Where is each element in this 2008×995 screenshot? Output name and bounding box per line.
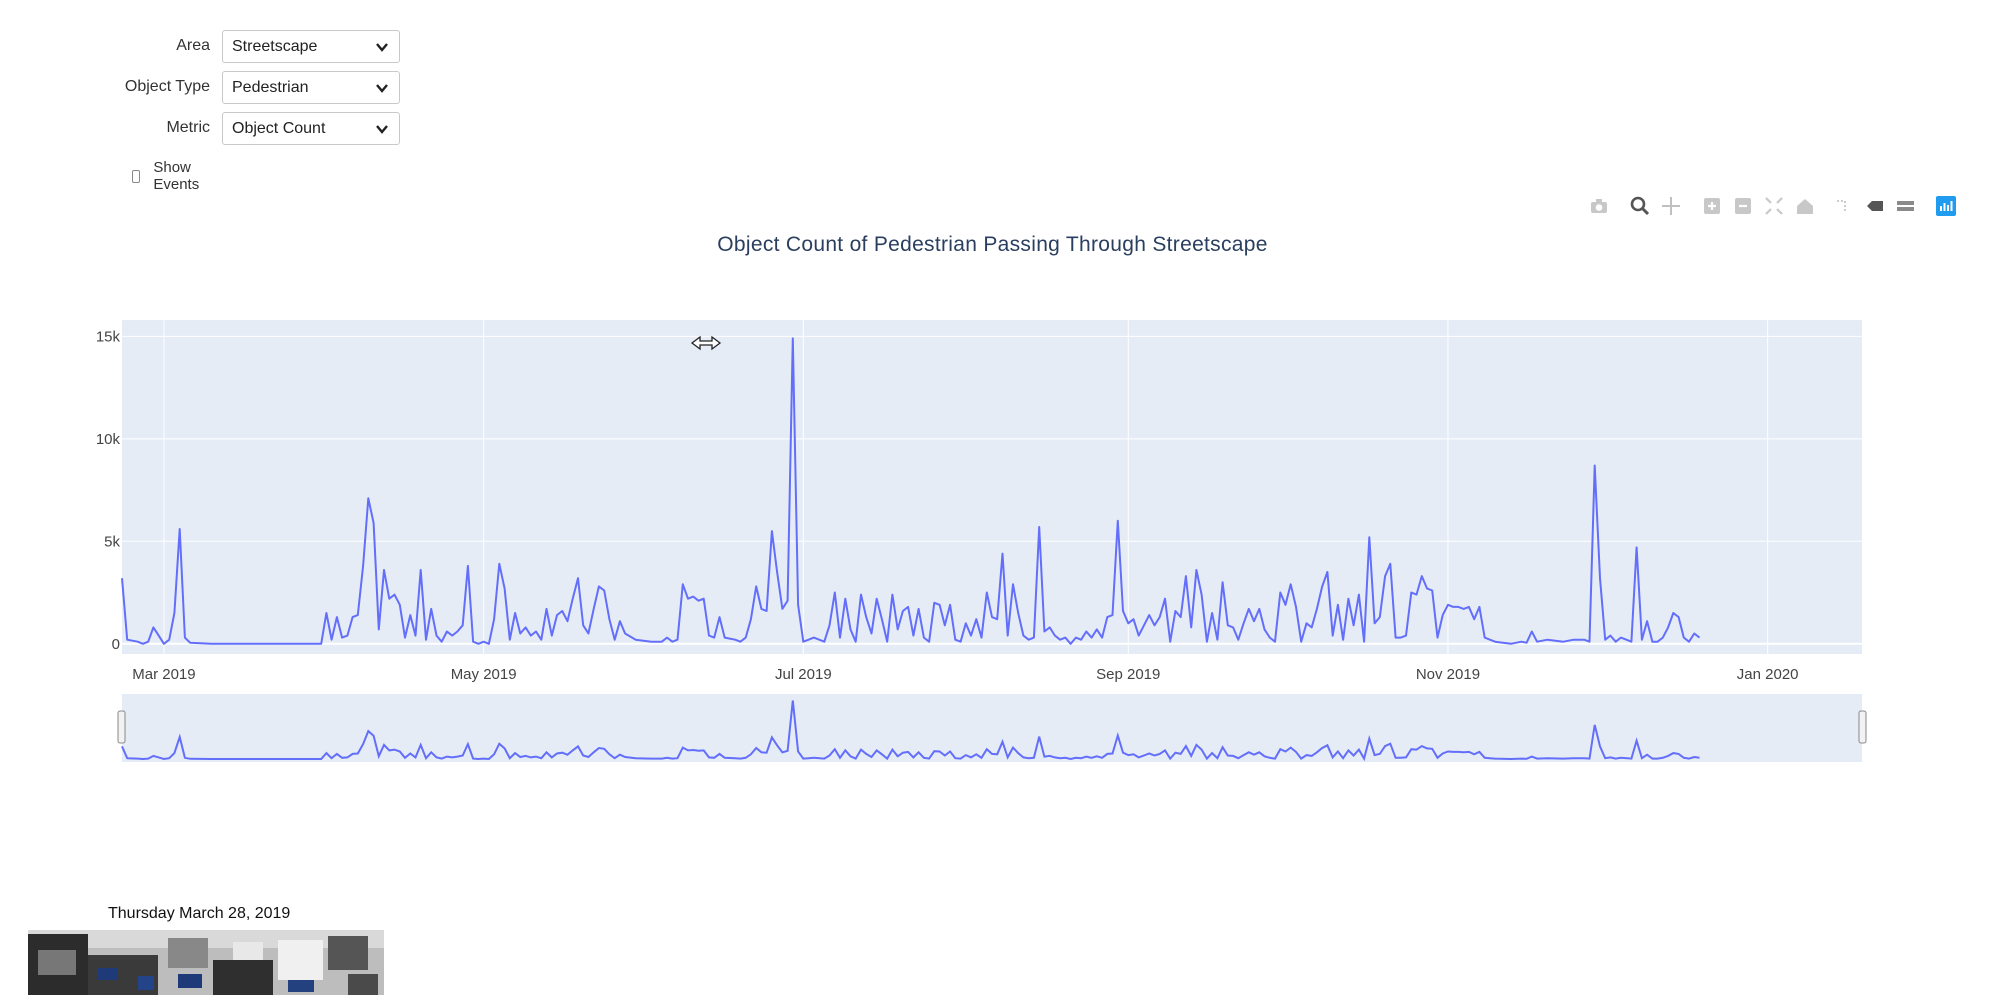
y-tick-label: 10k (96, 431, 121, 448)
resize-cursor-icon (690, 335, 722, 351)
zoom-in-icon[interactable] (1701, 195, 1723, 217)
show-events-checkbox[interactable] (132, 169, 141, 183)
x-tick-label: Jul 2019 (775, 666, 832, 683)
area-label: Area (176, 37, 210, 54)
pan-icon[interactable] (1660, 195, 1682, 217)
object-type-label: Object Type (124, 78, 210, 95)
metric-select[interactable]: Object Count (222, 112, 400, 145)
hover-closest-icon[interactable] (1863, 195, 1885, 217)
rangeslider-left-handle[interactable] (117, 710, 126, 744)
snapshot-date: Thursday March 28, 2019 (108, 905, 291, 922)
rangeslider-line (121, 700, 1700, 762)
y-tick-label: 5k (104, 533, 120, 550)
chevron-down-icon (376, 125, 388, 134)
x-tick-label: Nov 2019 (1416, 666, 1480, 683)
y-tick-label: 0 (112, 636, 120, 653)
area-select-value: Streetscape (232, 37, 318, 55)
chart-modebar (0, 195, 2008, 221)
object-type-select-value: Pedestrian (232, 78, 309, 96)
plotly-logo-icon[interactable] (1935, 195, 1957, 217)
camera-snapshot-image (28, 930, 384, 995)
spike-lines-icon[interactable] (1832, 195, 1854, 217)
zoom-out-icon[interactable] (1732, 195, 1754, 217)
rangeslider-right-handle[interactable] (1858, 710, 1867, 744)
object-type-select[interactable]: Pedestrian (222, 71, 400, 104)
y-tick-label: 15k (96, 328, 121, 345)
area-select[interactable]: Streetscape (222, 30, 400, 63)
reset-axes-icon[interactable] (1794, 195, 1816, 217)
x-tick-label: Sep 2019 (1096, 666, 1160, 683)
rangeslider-area[interactable] (122, 694, 1862, 762)
chevron-down-icon (376, 43, 388, 52)
show-events-label: Show Events (153, 159, 200, 193)
hover-compare-icon[interactable] (1894, 195, 1916, 217)
metric-select-value: Object Count (232, 119, 326, 137)
zoom-icon[interactable] (1629, 195, 1651, 217)
chevron-down-icon (376, 84, 388, 93)
show-events-toggle[interactable]: Show Events (132, 159, 204, 193)
series-line[interactable] (121, 337, 1701, 645)
metric-label: Metric (166, 119, 210, 136)
x-tick-label: May 2019 (451, 666, 517, 683)
x-tick-label: Jan 2020 (1737, 666, 1799, 683)
plot-area[interactable] (122, 320, 1862, 654)
chart-title: Object Count of Pedestrian Passing Throu… (717, 233, 1268, 256)
line-chart[interactable]: 0 5k 10k 15k Mar 2019 May 2019 Jul 2019 Sep 201… (0, 300, 2008, 770)
x-tick-label: Mar 2019 (132, 666, 195, 683)
camera-icon[interactable] (1588, 195, 1610, 217)
autoscale-icon[interactable] (1763, 195, 1785, 217)
